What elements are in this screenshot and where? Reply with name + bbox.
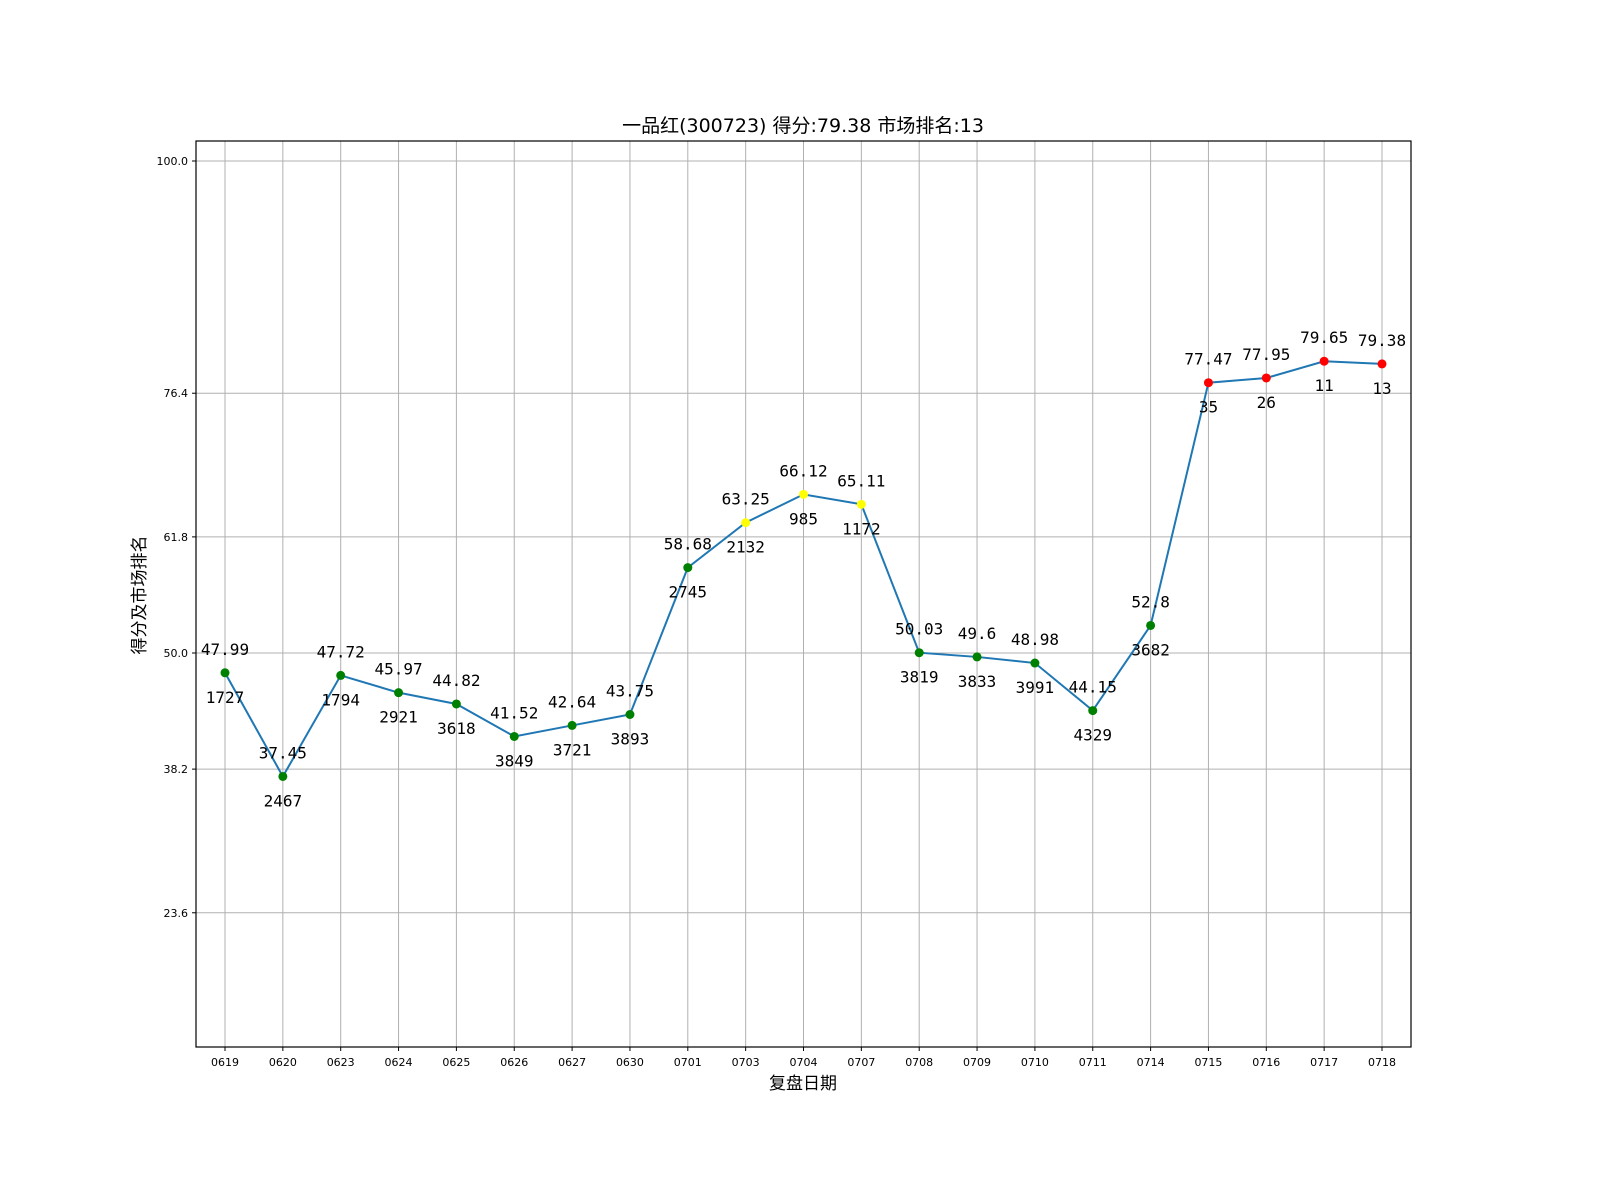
data-point-marker xyxy=(451,699,461,709)
x-tick-label: 0707 xyxy=(847,1056,875,1069)
data-labels: 47.99 1727 37.45 2467 47.72 1794 45.97 2921 44.8… xyxy=(201,328,1406,810)
score-label: 58.68 xyxy=(664,535,712,554)
score-label: 79.38 xyxy=(1358,331,1406,350)
data-point-marker xyxy=(914,648,924,658)
score-label: 63.25 xyxy=(722,490,770,509)
score-label: 79.65 xyxy=(1300,328,1348,347)
data-point-marker xyxy=(625,710,635,719)
x-tick-label: 0704 xyxy=(790,1056,818,1069)
score-label: 77.95 xyxy=(1242,345,1290,364)
data-point-marker xyxy=(799,489,808,499)
data-point-marker xyxy=(1377,359,1387,369)
rank-label: 1727 xyxy=(206,688,245,707)
data-point-marker xyxy=(1146,620,1156,630)
x-tick-label: 0711 xyxy=(1079,1056,1107,1069)
score-label: 50.03 xyxy=(895,620,943,639)
data-point-marker xyxy=(1319,356,1329,366)
data-point-marker xyxy=(741,518,751,528)
rank-label: 3682 xyxy=(1131,640,1170,659)
score-label: 47.99 xyxy=(201,640,249,659)
rank-label: 985 xyxy=(789,509,818,528)
rank-label: 2467 xyxy=(264,791,303,810)
x-tick-label: 0625 xyxy=(442,1056,470,1069)
y-tick-label: 76.4 xyxy=(164,387,189,400)
score-label: 65.11 xyxy=(837,471,885,490)
y-axis-label: 得分及市场排名 xyxy=(130,536,150,655)
rank-label: 2132 xyxy=(726,538,765,557)
score-label: 47.72 xyxy=(317,642,365,661)
data-point-marker xyxy=(683,563,693,573)
score-label: 41.52 xyxy=(490,703,538,722)
data-point-marker xyxy=(1261,373,1271,383)
x-tick-label: 0626 xyxy=(500,1056,528,1069)
score-label: 48.98 xyxy=(1011,630,1059,649)
y-axis-ticks: 100.0 76.4 61.8 50.0 38.2 23.6 xyxy=(157,155,196,920)
x-tick-label: 0714 xyxy=(1137,1056,1165,1069)
x-axis-ticks: 0619 0620 0623 0624 0625 0626 0627 0630 0701 0703… xyxy=(211,1047,1396,1069)
x-tick-label: 0709 xyxy=(963,1056,991,1069)
score-label: 52.8 xyxy=(1131,592,1170,611)
x-tick-label: 0619 xyxy=(211,1056,239,1069)
data-point-marker xyxy=(856,499,866,509)
x-tick-label: 0630 xyxy=(616,1056,644,1069)
data-point-marker xyxy=(220,668,230,678)
x-tick-label: 0717 xyxy=(1310,1056,1338,1069)
score-label: 43.75 xyxy=(606,682,654,701)
score-label: 49.6 xyxy=(958,624,997,643)
data-point-marker xyxy=(278,771,288,781)
y-tick-label: 100.0 xyxy=(157,155,189,168)
data-point-marker xyxy=(1030,658,1040,668)
score-label: 44.82 xyxy=(432,671,480,690)
score-label: 44.15 xyxy=(1069,678,1117,697)
data-point-marker xyxy=(336,670,346,680)
data-point-marker xyxy=(1088,706,1098,716)
score-label: 45.97 xyxy=(374,660,422,679)
rank-label: 3833 xyxy=(958,672,997,691)
x-tick-label: 0624 xyxy=(385,1056,413,1069)
x-axis-label: 复盘日期 xyxy=(769,1074,837,1094)
rank-label: 3819 xyxy=(900,668,939,687)
rank-label: 11 xyxy=(1315,376,1334,395)
rank-label: 3991 xyxy=(1016,678,1055,697)
rank-label: 2921 xyxy=(379,708,418,727)
score-label: 42.64 xyxy=(548,692,596,711)
x-tick-label: 0716 xyxy=(1252,1056,1280,1069)
y-tick-label: 50.0 xyxy=(164,647,189,660)
y-tick-label: 23.6 xyxy=(164,907,189,920)
rank-label: 1172 xyxy=(842,519,881,538)
data-point-marker xyxy=(509,731,519,741)
x-tick-label: 0623 xyxy=(327,1056,355,1069)
data-point-marker xyxy=(1203,378,1213,388)
score-label: 37.45 xyxy=(259,743,307,762)
rank-label: 3721 xyxy=(553,740,592,759)
y-tick-label: 61.8 xyxy=(164,531,189,544)
x-tick-label: 0620 xyxy=(269,1056,297,1069)
data-point-marker xyxy=(972,652,982,662)
y-tick-label: 38.2 xyxy=(164,763,189,776)
rank-label: 35 xyxy=(1199,398,1218,417)
score-label: 66.12 xyxy=(779,461,827,480)
x-tick-label: 0715 xyxy=(1194,1056,1222,1069)
grid-lines xyxy=(196,141,1411,1047)
x-tick-label: 0710 xyxy=(1021,1056,1049,1069)
rank-label: 26 xyxy=(1257,393,1276,412)
rank-label: 2745 xyxy=(669,583,708,602)
rank-label: 4329 xyxy=(1073,726,1112,745)
data-markers xyxy=(220,356,1387,781)
rank-label: 3618 xyxy=(437,719,476,738)
score-label: 77.47 xyxy=(1184,350,1232,369)
rank-label: 3893 xyxy=(611,730,650,749)
x-tick-label: 0708 xyxy=(905,1056,933,1069)
data-point-marker xyxy=(394,688,404,698)
chart-title: 一品红(300723) 得分:79.38 市场排名:13 xyxy=(622,115,984,137)
rank-label: 3849 xyxy=(495,751,534,770)
rank-label: 13 xyxy=(1372,379,1391,398)
rank-label: 1794 xyxy=(321,690,360,709)
x-tick-label: 0701 xyxy=(674,1056,702,1069)
x-tick-label: 0718 xyxy=(1368,1056,1396,1069)
x-tick-label: 0703 xyxy=(732,1056,760,1069)
data-point-marker xyxy=(567,720,577,730)
x-tick-label: 0627 xyxy=(558,1056,586,1069)
